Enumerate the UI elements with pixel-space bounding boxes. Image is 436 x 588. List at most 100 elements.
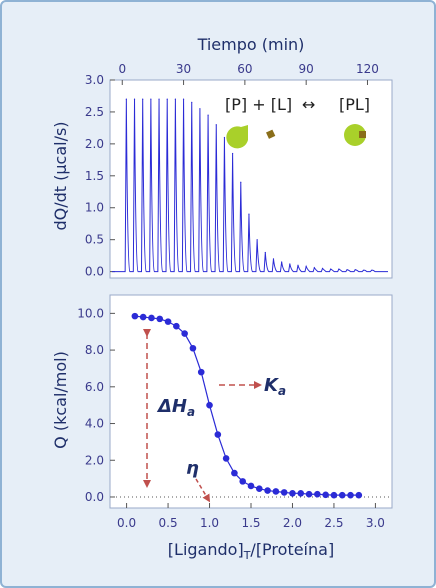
- isotherm-plot-area: [109, 294, 393, 509]
- thermogram-peak: [370, 269, 373, 271]
- isotherm-data-point: [164, 318, 172, 325]
- thermogram-peak: [313, 267, 315, 269]
- isotherm-data-point: [239, 478, 247, 485]
- isotherm-x-axis-title: [Ligando]T/[Proteína]: [168, 540, 334, 562]
- isotherm-data-point: [139, 313, 147, 321]
- ka-label: Ka: [264, 375, 286, 398]
- thermogram-peak: [133, 98, 136, 100]
- isotherm-data-point: [314, 490, 321, 498]
- equation-right: [PL]: [339, 95, 370, 114]
- thermogram-x-ticks: 0 30 60 90 120: [118, 62, 379, 85]
- isotherm-y-tick-label: 0.0: [85, 490, 104, 504]
- isotherm-data-point: [206, 401, 213, 409]
- complex-protein-icon: [344, 124, 366, 146]
- isotherm-data-point: [173, 322, 180, 330]
- isotherm-y-ticks: 0.0 2.0 4.0 6.0 8.0 10.0: [77, 306, 115, 504]
- isotherm-data-point: [338, 491, 346, 499]
- thermogram-peak: [142, 98, 144, 100]
- isotherm-data-point: [197, 368, 205, 376]
- thermogram-panel: Tiempo (min) dQ/dt (µcal/s) 0 30 60 90 120 0…: [51, 35, 393, 279]
- thermogram-peak: [321, 267, 324, 270]
- isotherm-x-tick-label: 2.5: [324, 516, 343, 530]
- isotherm-data-point: [305, 490, 313, 498]
- thermogram-peak: [330, 268, 332, 270]
- thermogram-plot-area: [109, 79, 393, 279]
- equation-left: [P] + [L]: [225, 95, 292, 114]
- isotherm-x-tick-label: 2.0: [283, 516, 302, 530]
- thermogram-peak: [125, 98, 127, 100]
- isotherm-y-tick-label: 6.0: [85, 380, 104, 394]
- isotherm-data-point: [330, 491, 338, 499]
- thermogram-peak: [232, 152, 234, 155]
- thermogram-peak: [191, 101, 193, 103]
- eta-label: η: [186, 458, 199, 479]
- thermogram-y-tick-label: 1.0: [85, 201, 104, 215]
- isotherm-y-tick-label: 10.0: [77, 306, 104, 320]
- thermogram-peak: [240, 181, 242, 183]
- thermogram-peak: [297, 264, 299, 266]
- thermogram-y-tick-label: 2.5: [85, 105, 104, 119]
- thermogram-x-tick-label: 30: [176, 62, 191, 76]
- isotherm-data-point: [181, 330, 188, 337]
- isotherm-y-tick-label: 8.0: [85, 343, 104, 357]
- thermogram-peak: [158, 98, 160, 100]
- thermogram-peak: [338, 268, 340, 270]
- thermogram-y-tick-label: 2.0: [85, 137, 104, 151]
- thermogram-peak: [199, 108, 201, 110]
- protein-icon: [226, 125, 248, 149]
- isotherm-x-tick-label: 1.5: [241, 516, 260, 530]
- isotherm-fit-curve: [134, 315, 359, 496]
- thermogram-y-ticks: 0.0 0.5 1.0 1.5 2.0 2.5 3.0: [85, 73, 115, 279]
- isotherm-y-tick-label: 2.0: [85, 453, 104, 467]
- isotherm-data-point: [322, 491, 329, 499]
- thermogram-series-line: [112, 99, 388, 273]
- isotherm-data-point: [264, 487, 271, 494]
- thermogram-y-tick-label: 0.0: [85, 265, 104, 279]
- thermogram-peak: [182, 98, 185, 100]
- isotherm-data-point: [347, 491, 354, 499]
- isotherm-data-point: [297, 490, 305, 497]
- thermogram-peak: [362, 269, 364, 271]
- isotherm-data-point: [231, 469, 238, 477]
- isotherm-data-point: [156, 315, 164, 323]
- thermogram-peak: [215, 124, 217, 126]
- thermogram-peak: [272, 258, 275, 260]
- thermogram-y-tick-label: 3.0: [85, 73, 104, 87]
- complex-ligand-icon: [359, 131, 366, 138]
- isotherm-data-point: [131, 312, 139, 320]
- isotherm-y-axis-title: Q (kcal/mol): [51, 351, 70, 449]
- thermogram-y-tick-label: 1.5: [85, 169, 104, 183]
- isotherm-data-point: [247, 482, 255, 490]
- thermogram-peak: [346, 269, 348, 271]
- thermogram-peak: [264, 251, 266, 254]
- isotherm-data-point: [289, 490, 296, 497]
- isotherm-x-ticks: 0.0 0.5 1.0 1.5 2.0 2.5 3.0: [117, 503, 385, 530]
- thermogram-peak: [281, 261, 283, 263]
- isotherm-data-point: [255, 485, 263, 493]
- thermogram-y-tick-label: 0.5: [85, 233, 104, 247]
- isotherm-data-point: [272, 488, 280, 495]
- thermogram-peak: [354, 269, 356, 271]
- thermogram-peak: [289, 263, 291, 265]
- isotherm-data-points: [131, 312, 363, 499]
- thermogram-peak: [256, 239, 258, 241]
- thermogram-peak: [166, 98, 168, 100]
- top-axis-title: Tiempo (min): [197, 35, 305, 54]
- thermogram-peak: [207, 114, 209, 116]
- thermogram-peak: [305, 265, 307, 268]
- eta-arrow: [195, 478, 211, 503]
- isotherm-data-point: [355, 491, 363, 499]
- thermogram-y-axis-title: dQ/dt (µcal/s): [51, 121, 70, 230]
- thermogram-x-tick-label: 0: [118, 62, 126, 76]
- isotherm-data-point: [222, 455, 230, 462]
- ligand-icon: [266, 129, 276, 139]
- thermogram-peaks: [125, 98, 373, 271]
- thermogram-peak: [150, 98, 152, 100]
- delta-h-label: ΔHa: [156, 396, 195, 419]
- thermogram-x-tick-label: 60: [237, 62, 252, 76]
- isotherm-data-point: [214, 431, 222, 438]
- thermogram-peak: [223, 136, 226, 139]
- isotherm-y-tick-label: 4.0: [85, 417, 104, 431]
- thermogram-peak: [248, 213, 250, 215]
